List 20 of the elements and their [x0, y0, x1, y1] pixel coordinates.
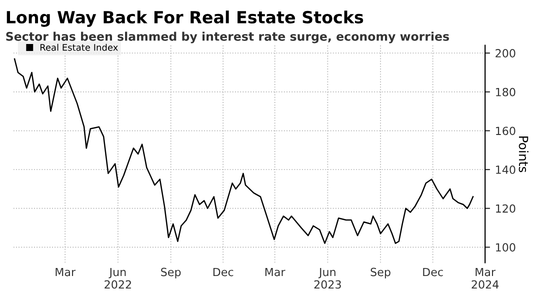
x-tick-label: Dec	[213, 268, 234, 276]
x-tick-label: Jun 2022	[104, 268, 131, 289]
chart-title: Long Way Back For Real Estate Stocks	[6, 10, 364, 27]
line-series	[14, 58, 474, 244]
y-tick-label: 100	[496, 243, 516, 252]
x-tick-label: Mar 2024	[472, 268, 499, 289]
y-tick-label: 160	[496, 126, 516, 136]
legend-label: Real Estate Index	[40, 44, 118, 51]
x-tick-label: Mar	[265, 268, 286, 276]
x-tick-label: Sep	[161, 268, 181, 278]
x-tick-label: Jun 2023	[314, 268, 341, 289]
x-tick-label: Dec	[423, 268, 443, 276]
x-tick-label: Mar	[56, 268, 76, 276]
y-axis-title: Points	[518, 136, 529, 172]
chart-subtitle: Sector has been slammed by interest rate surge, economy worries	[6, 32, 449, 44]
x-tick-label: Sep	[370, 268, 390, 278]
y-tick-label: 200	[496, 49, 516, 58]
y-tick-label: 120	[496, 204, 516, 213]
y-tick-label: 140	[496, 166, 516, 174]
y-tick-label: 180	[496, 88, 516, 96]
